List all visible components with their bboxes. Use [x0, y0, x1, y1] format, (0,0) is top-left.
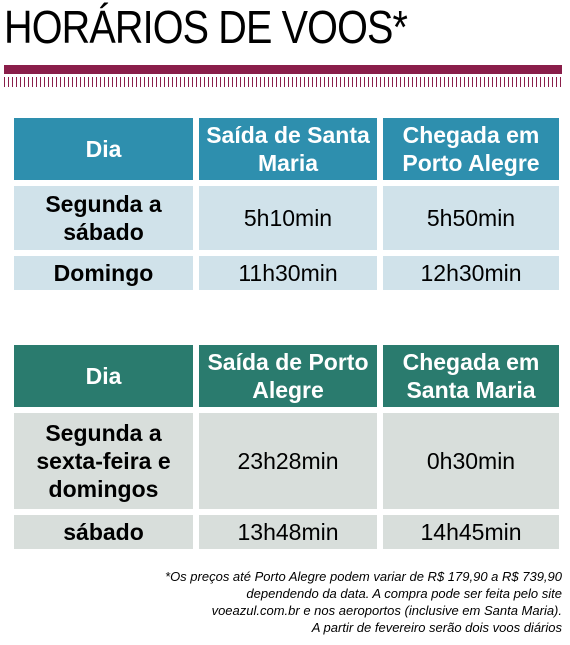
row-departure: 11h30min [199, 256, 377, 290]
footnote: *Os preços até Porto Alegre podem variar… [2, 568, 562, 636]
title-divider [4, 65, 562, 74]
table-row: Segunda a sexta-feira e domingos 23h28mi… [14, 413, 559, 509]
table-header-row: Dia Saída de Porto Alegre Chegada em San… [14, 345, 559, 407]
page-title: HORÁRIOS DE VOOS* [4, 1, 408, 53]
schedule-table-santa-maria-to-porto-alegre: Dia Saída de Santa Maria Chegada em Port… [8, 112, 565, 296]
table-row: Domingo 11h30min 12h30min [14, 256, 559, 290]
footnote-line: dependendo da data. A compra pode ser fe… [246, 586, 562, 601]
row-arrival: 0h30min [383, 413, 559, 509]
column-header-arrival: Chegada em Santa Maria [383, 345, 559, 407]
row-day: Segunda a sábado [14, 186, 193, 250]
row-arrival: 14h45min [383, 515, 559, 549]
row-arrival: 5h50min [383, 186, 559, 250]
column-header-day: Dia [14, 118, 193, 180]
table-row: Segunda a sábado 5h10min 5h50min [14, 186, 559, 250]
column-header-departure: Saída de Porto Alegre [199, 345, 377, 407]
schedule-table-porto-alegre-to-santa-maria: Dia Saída de Porto Alegre Chegada em San… [8, 339, 565, 555]
row-departure: 5h10min [199, 186, 377, 250]
title-divider-ticks [4, 77, 562, 87]
row-day: Domingo [14, 256, 193, 290]
row-day: sábado [14, 515, 193, 549]
footnote-line: *Os preços até Porto Alegre podem variar… [165, 569, 562, 584]
row-day: Segunda a sexta-feira e domingos [14, 413, 193, 509]
row-departure: 23h28min [199, 413, 377, 509]
column-header-departure: Saída de Santa Maria [199, 118, 377, 180]
table-row: sábado 13h48min 14h45min [14, 515, 559, 549]
column-header-arrival: Chegada em Porto Alegre [383, 118, 559, 180]
row-arrival: 12h30min [383, 256, 559, 290]
row-departure: 13h48min [199, 515, 377, 549]
column-header-day: Dia [14, 345, 193, 407]
footnote-line: voeazul.com.br e nos aeroportos (inclusi… [211, 603, 562, 618]
table-header-row: Dia Saída de Santa Maria Chegada em Port… [14, 118, 559, 180]
footnote-line: A partir de fevereiro serão dois voos di… [311, 620, 562, 635]
